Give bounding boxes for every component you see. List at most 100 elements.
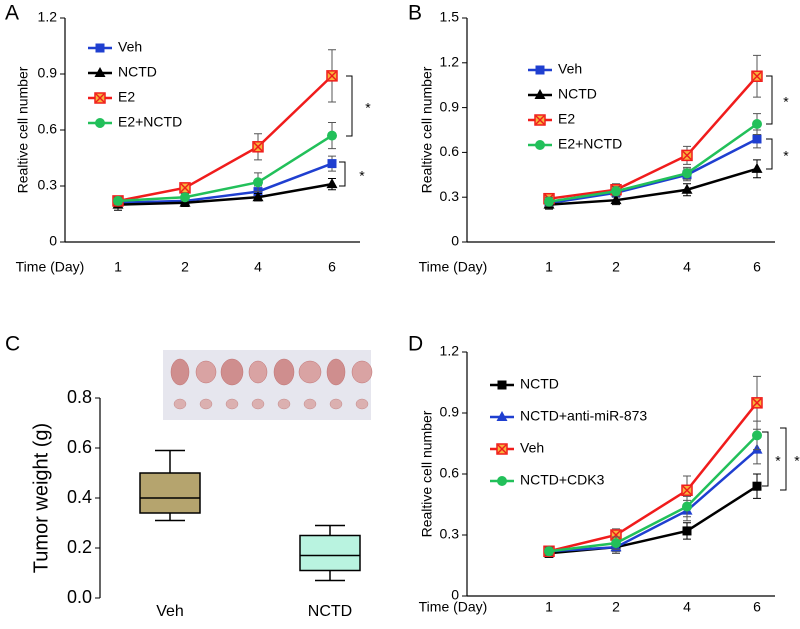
box	[299, 534, 361, 572]
marker	[180, 192, 190, 203]
legend-label: Veh	[520, 440, 544, 456]
whisker	[315, 570, 345, 582]
marker	[752, 481, 762, 491]
marker	[751, 397, 763, 409]
y-tick-label: 0.6	[38, 121, 58, 137]
marker-cross	[752, 71, 762, 81]
panel-letter: A	[5, 2, 19, 25]
tumor-photo	[163, 350, 373, 420]
series-line	[548, 448, 758, 553]
y-tick-label: 0.3	[440, 188, 460, 204]
y-tick-label: 0.6	[67, 437, 92, 457]
tumors	[170, 358, 373, 410]
x-tick-label: 6	[753, 259, 761, 275]
marker	[544, 546, 554, 557]
marker	[497, 476, 507, 486]
series-line	[117, 182, 333, 206]
marker	[252, 191, 264, 202]
marker-cross	[253, 142, 263, 152]
marker	[95, 118, 105, 128]
whisker	[155, 449, 185, 473]
marker-cross	[752, 398, 762, 408]
y-axis-label: Realtive cell number	[15, 66, 31, 193]
y-tick-label: 1.5	[440, 9, 460, 25]
tumor	[220, 358, 244, 386]
y-tick-label: 0.0	[67, 587, 92, 607]
series-line	[548, 402, 758, 553]
x-tick-label: 6	[328, 259, 336, 275]
marker	[534, 89, 546, 99]
significance-bracket	[346, 75, 353, 137]
marker-cross	[535, 115, 545, 125]
y-tick-label: 0.9	[440, 404, 460, 420]
marker	[682, 168, 692, 179]
tumor	[351, 360, 373, 384]
marker	[611, 186, 621, 197]
marker	[253, 177, 263, 188]
marker	[611, 538, 621, 549]
marker	[610, 194, 622, 205]
marker	[681, 149, 693, 162]
significance-star: *	[365, 100, 371, 116]
tumor	[273, 358, 295, 386]
significance-star: *	[359, 168, 365, 184]
marker	[751, 70, 763, 82]
tumor	[355, 398, 369, 410]
marker	[682, 526, 692, 536]
legend-label: Veh	[118, 39, 142, 55]
legend-label: NCTD+CDK3	[520, 472, 605, 488]
x-axis-label: Time (Day)	[16, 259, 85, 275]
tumor	[170, 358, 190, 386]
series-line	[548, 75, 758, 200]
tumor	[251, 398, 265, 410]
significance-bracket	[766, 75, 773, 125]
x-tick-label: 4	[683, 599, 691, 615]
marker	[252, 141, 264, 153]
y-tick-label: 1.2	[440, 54, 460, 70]
marker	[94, 67, 106, 77]
tumor	[326, 358, 346, 386]
legend-label: NCTD+anti-miR-873	[520, 408, 647, 424]
marker	[751, 162, 763, 173]
marker	[752, 119, 762, 130]
series-line	[117, 74, 333, 203]
x-tick-label: 6	[753, 599, 761, 615]
y-tick-label: 0.3	[440, 526, 460, 542]
series-line	[548, 434, 758, 553]
marker-cross	[180, 183, 190, 193]
marker	[497, 380, 507, 390]
marker	[326, 70, 338, 82]
x-tick-label: 1	[545, 599, 553, 615]
marker	[326, 178, 338, 189]
x-tick-label: 2	[612, 599, 620, 615]
x-tick-label: 2	[181, 259, 189, 275]
marker	[496, 411, 508, 421]
marker-cross	[682, 150, 692, 160]
y-tick-label: 0	[451, 233, 459, 249]
y-tick-label: 0.9	[440, 98, 460, 114]
marker	[752, 430, 762, 441]
significance-bracket	[762, 431, 769, 487]
y-tick-label: 0.6	[440, 465, 460, 481]
marker	[535, 65, 545, 75]
y-tick-label: 1.2	[440, 343, 460, 359]
marker	[327, 130, 337, 141]
y-tick-label: 1.2	[38, 9, 58, 25]
x-tick-label: NCTD	[308, 603, 352, 620]
legend-label: E2+NCTD	[558, 136, 622, 152]
tumor	[199, 398, 213, 410]
series-line	[117, 134, 333, 203]
marker	[94, 92, 106, 104]
marker	[113, 195, 123, 206]
marker-cross	[611, 530, 621, 540]
y-axis-label: Tumor weight (g)	[30, 423, 52, 573]
legend-label: NCTD	[520, 376, 559, 392]
x-axis-label: Time (Day)	[419, 599, 488, 615]
y-axis-label: Realtive cell number	[419, 410, 435, 537]
whisker	[155, 513, 185, 522]
marker-cross	[497, 444, 507, 454]
significance-star: *	[783, 148, 789, 164]
y-tick-label: 0.2	[67, 537, 92, 557]
x-tick-label: 4	[683, 259, 691, 275]
marker	[682, 501, 692, 512]
